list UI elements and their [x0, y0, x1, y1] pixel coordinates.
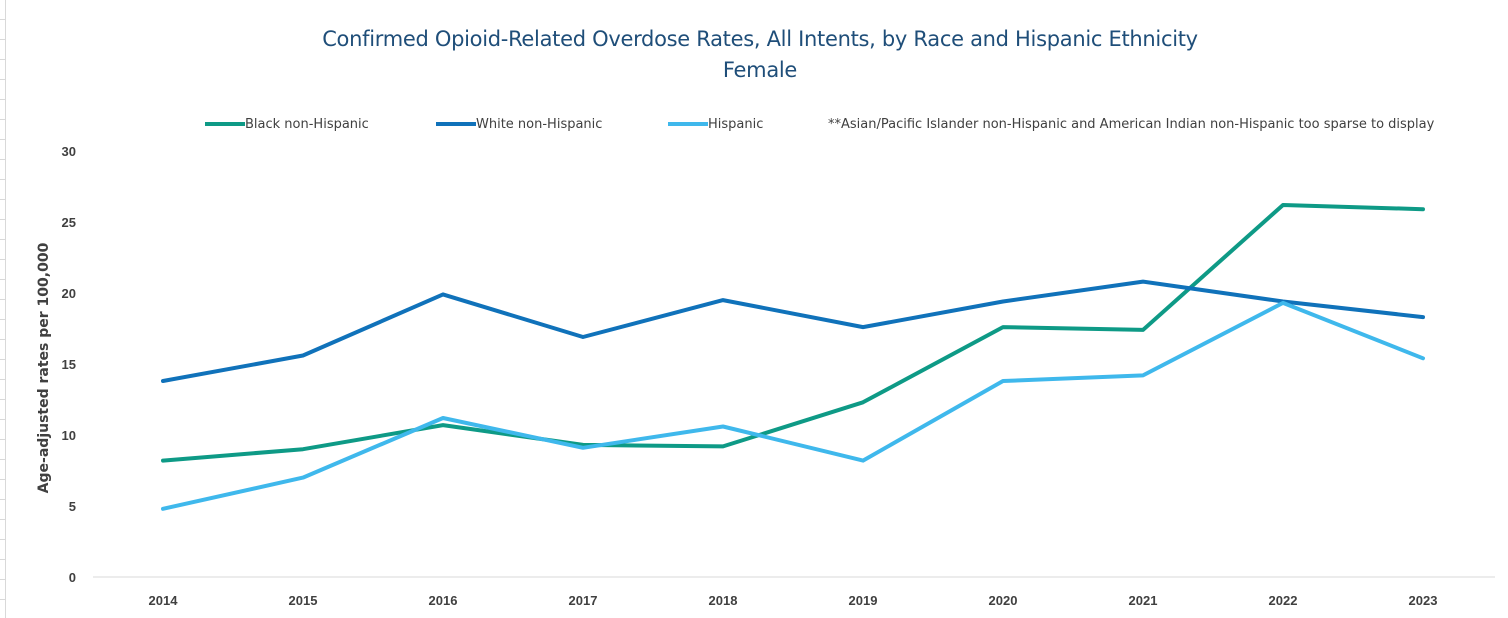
x-tick-label: 2023 — [1409, 593, 1438, 608]
x-tick-label: 2019 — [849, 593, 878, 608]
legend-label: White non-Hispanic — [476, 117, 602, 132]
series-line — [161, 300, 1425, 511]
x-tick-label: 2020 — [989, 593, 1018, 608]
y-tick-label: 10 — [62, 428, 76, 443]
x-tick-label: 2016 — [429, 593, 458, 608]
y-tick-label: 5 — [69, 499, 76, 514]
y-tick-label: 15 — [62, 357, 76, 372]
legend-note: **Asian/Pacific Islander non-Hispanic an… — [828, 117, 1435, 132]
y-axis: 0 5 10 15 20 25 30 — [62, 144, 76, 585]
y-tick-label: 0 — [69, 570, 76, 585]
chart-title: Confirmed Opioid-Related Overdose Rates,… — [322, 27, 1198, 51]
chart-subtitle: Female — [722, 58, 798, 82]
x-tick-label: 2018 — [709, 593, 738, 608]
sheet-edge-line — [5, 0, 6, 618]
x-tick-label: 2021 — [1129, 593, 1158, 608]
series-line — [161, 203, 1425, 463]
legend: Black non-Hispanic White non-Hispanic Hisp… — [205, 117, 1435, 132]
y-tick-label: 25 — [62, 215, 76, 230]
y-tick-label: 30 — [62, 144, 76, 159]
x-tick-label: 2014 — [149, 593, 179, 608]
plot-lines — [161, 203, 1425, 511]
x-axis: 2014 2015 2016 2017 2018 2019 2020 2021 2022 2023 — [149, 593, 1438, 608]
y-tick-label: 20 — [62, 286, 76, 301]
sheet-row-ticks — [0, 0, 5, 618]
legend-label: Hispanic — [708, 117, 763, 132]
y-axis-title: Age-adjusted rates per 100,000 — [36, 242, 52, 493]
x-tick-label: 2022 — [1269, 593, 1298, 608]
x-tick-label: 2017 — [569, 593, 598, 608]
legend-label: Black non-Hispanic — [245, 117, 369, 132]
series-line — [161, 279, 1425, 383]
x-tick-label: 2015 — [289, 593, 318, 608]
